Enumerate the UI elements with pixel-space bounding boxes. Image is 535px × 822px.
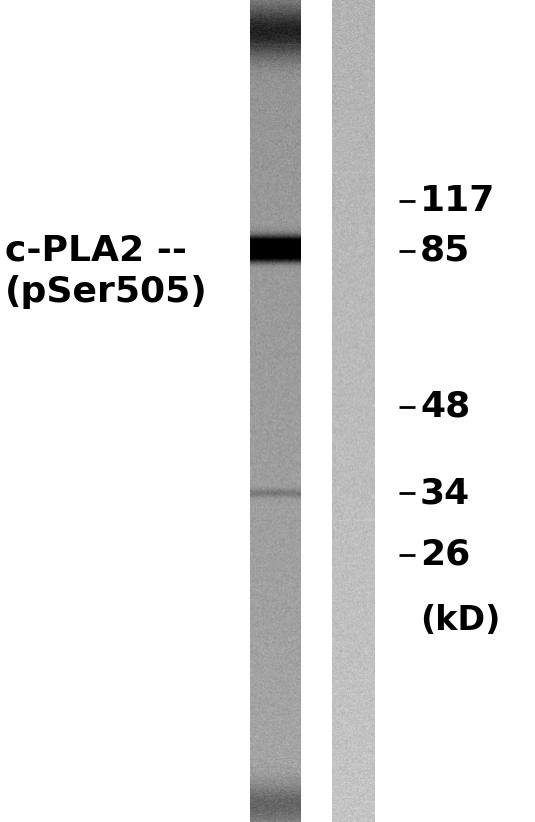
- Text: (kD): (kD): [420, 604, 500, 637]
- Text: 48: 48: [420, 390, 470, 424]
- Text: 117: 117: [420, 184, 495, 219]
- Text: (pSer505): (pSer505): [5, 275, 208, 309]
- Text: 34: 34: [420, 476, 470, 510]
- Text: 85: 85: [420, 233, 470, 268]
- Text: c-PLA2 --: c-PLA2 --: [5, 233, 187, 268]
- Text: 26: 26: [420, 538, 470, 572]
